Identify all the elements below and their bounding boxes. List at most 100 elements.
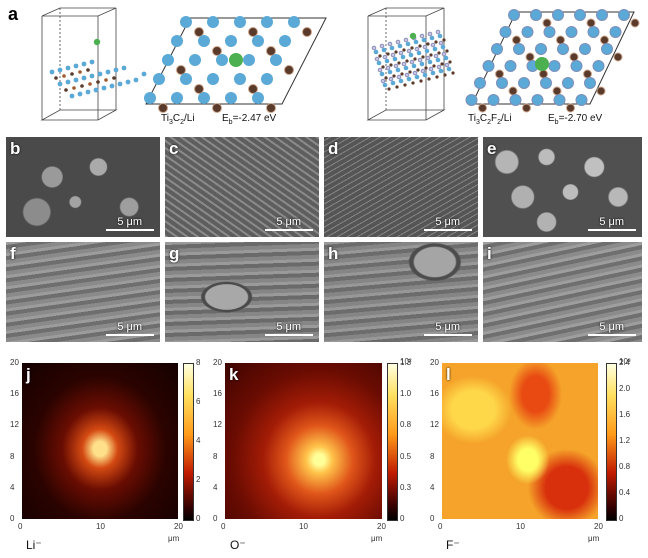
- atom: [419, 79, 423, 83]
- atom: [592, 60, 605, 72]
- atom: [530, 9, 542, 21]
- atom: [207, 73, 219, 85]
- atom: [443, 73, 447, 77]
- atom: [387, 87, 391, 91]
- y-tick-label: 20: [213, 358, 222, 367]
- colorbar-tick-label: 6: [196, 397, 201, 406]
- atom: [229, 53, 243, 67]
- atom: [392, 74, 396, 78]
- atom: [522, 103, 531, 113]
- atom: [553, 94, 566, 106]
- atom: [388, 76, 394, 82]
- right-atoms: [371, 29, 455, 91]
- atom: [406, 76, 412, 82]
- colorbar-tick-label: 0.3: [400, 482, 412, 492]
- atom: [198, 92, 210, 104]
- sem-image-e: e 5 μm: [483, 137, 642, 237]
- atom: [513, 43, 525, 55]
- atom: [266, 46, 276, 56]
- colorbar-tick-label: 2: [196, 475, 201, 484]
- atom: [596, 86, 606, 96]
- atom: [248, 84, 258, 94]
- atom: [474, 77, 486, 89]
- atom: [243, 54, 255, 66]
- map-letter-l: l: [446, 365, 451, 384]
- atom: [427, 59, 433, 65]
- colorbar-tick-label: 0.4: [619, 488, 631, 497]
- atom: [574, 9, 586, 21]
- atom: [531, 94, 544, 106]
- atom: [630, 18, 640, 28]
- sem-image-d: d 5 μm: [324, 137, 478, 237]
- atom: [600, 35, 609, 45]
- atom: [374, 56, 380, 62]
- atom: [448, 60, 452, 64]
- atom: [509, 94, 522, 106]
- atom: [421, 37, 427, 43]
- atom: [451, 71, 455, 75]
- sem-letter-i: i: [487, 244, 492, 263]
- atom: [387, 41, 393, 47]
- atom: [207, 16, 219, 28]
- sem-letter-b: b: [10, 139, 21, 158]
- right-binding-energy: Eb=-2.70 eV: [548, 113, 603, 126]
- atom: [609, 26, 622, 38]
- atom: [504, 60, 517, 72]
- right-top-atoms: [465, 9, 640, 113]
- atom: [445, 49, 449, 53]
- colorbar-tick-label: 0.8: [619, 462, 631, 471]
- atom: [412, 70, 418, 76]
- x-tick-label: 20: [174, 522, 183, 531]
- atom: [270, 54, 282, 66]
- atom: [437, 51, 441, 55]
- atom: [396, 74, 402, 80]
- atom: [422, 44, 428, 50]
- atom: [569, 52, 579, 62]
- y-tick-label: 4: [10, 482, 15, 492]
- atom: [416, 68, 420, 72]
- scale-text-f: 5 μm: [117, 321, 142, 333]
- atom: [397, 43, 403, 49]
- atom: [409, 32, 417, 40]
- atom: [425, 55, 431, 61]
- atom: [518, 77, 530, 89]
- ion-label-j: Li⁻: [26, 538, 42, 552]
- atom: [416, 50, 422, 56]
- atom: [393, 63, 399, 69]
- y-tick-label: 4: [430, 482, 435, 492]
- atom: [398, 50, 404, 56]
- atom: [433, 53, 439, 59]
- atom: [212, 46, 222, 56]
- x-tick-label: 0: [18, 522, 23, 531]
- scale-text-b: 5 μm: [117, 216, 142, 228]
- colorbar-tick-label: 0.8: [400, 420, 412, 430]
- atom: [570, 60, 583, 72]
- atom: [252, 92, 264, 104]
- atom: [397, 61, 401, 65]
- atom: [424, 66, 428, 70]
- colorbar-tick-label: 1.0: [400, 389, 412, 399]
- atom: [261, 73, 273, 85]
- atom: [542, 18, 552, 28]
- colorbar-tick-label: 0.5: [400, 451, 412, 461]
- atom: [435, 57, 441, 63]
- atom: [180, 73, 192, 85]
- atom: [410, 46, 414, 50]
- atom: [432, 46, 438, 52]
- atom: [392, 56, 398, 62]
- atom: [583, 69, 592, 79]
- structure-diagrams: [40, 7, 640, 121]
- right-top-view: [471, 11, 635, 105]
- atom: [234, 73, 246, 85]
- atom: [419, 61, 425, 67]
- atom: [442, 38, 446, 42]
- atom: [288, 16, 300, 28]
- atom: [408, 70, 412, 74]
- atom: [400, 54, 406, 60]
- atom: [194, 27, 204, 37]
- atom: [384, 58, 390, 64]
- atom: [487, 94, 500, 106]
- atom: [435, 29, 441, 35]
- atom: [443, 55, 449, 61]
- atom: [158, 103, 168, 113]
